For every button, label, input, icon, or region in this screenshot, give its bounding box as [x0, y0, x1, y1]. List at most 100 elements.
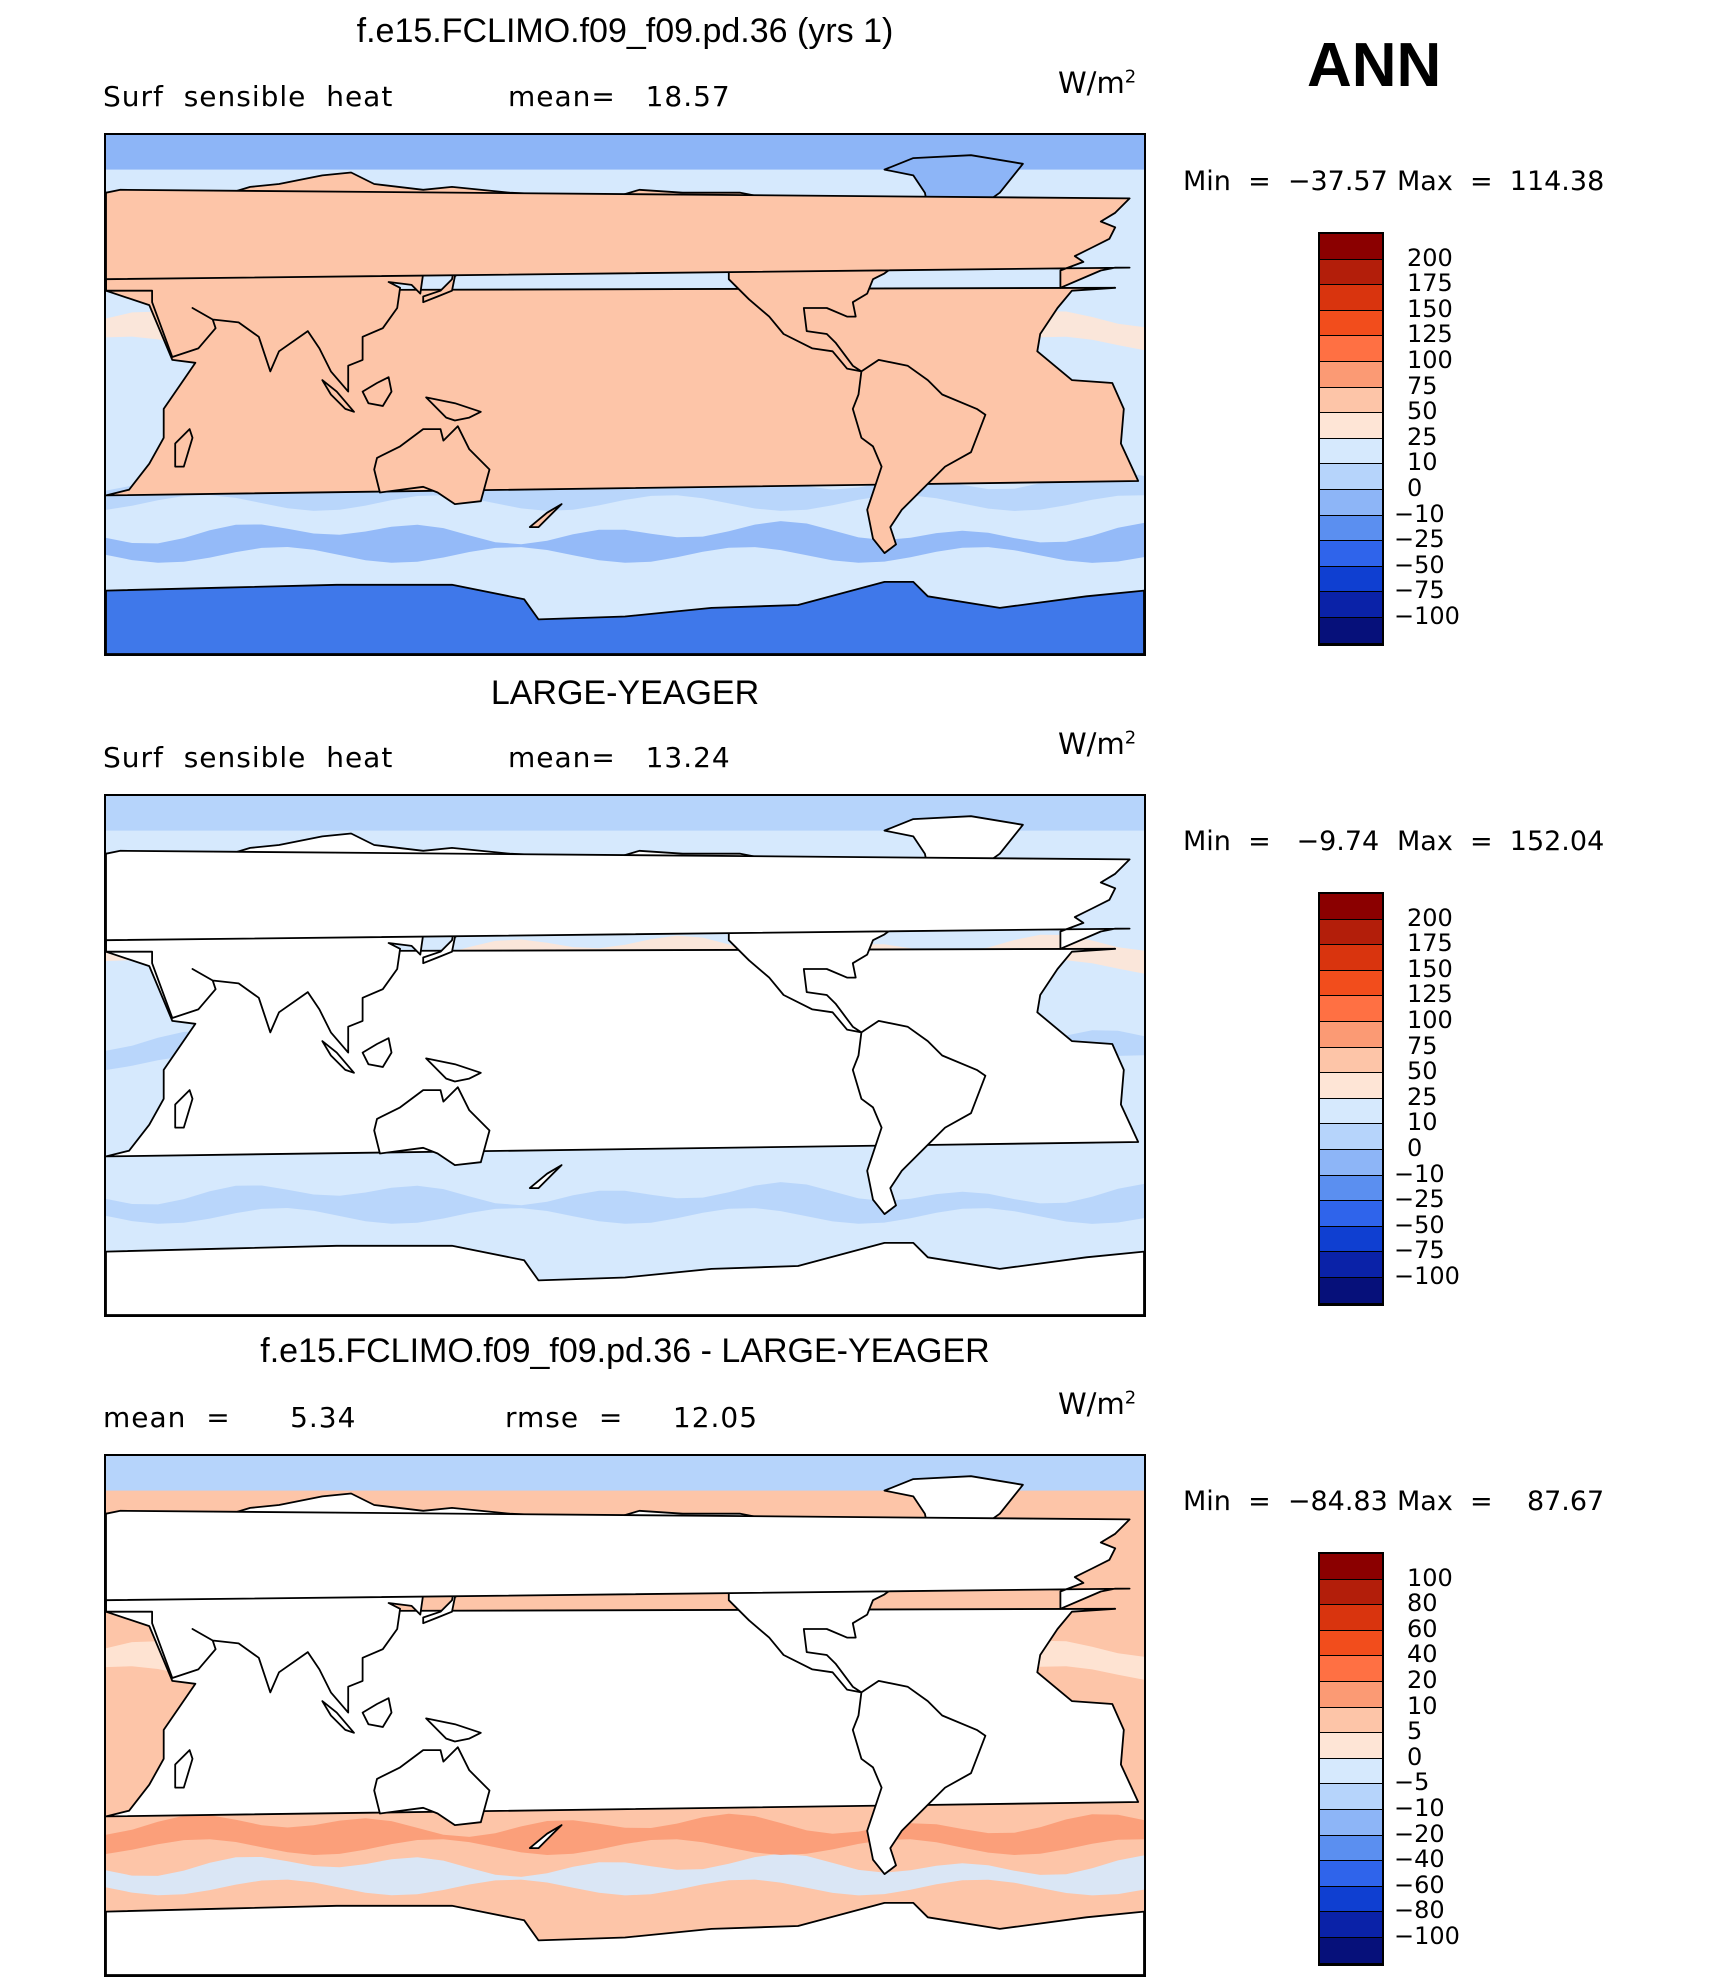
land-australia [373, 425, 491, 505]
colorbar-swatch [1320, 362, 1382, 388]
panel-left-text: mean = 5.34 [103, 1401, 357, 1434]
map-panel [104, 1454, 1146, 1977]
land-borneo [361, 376, 393, 407]
colorbar-swatch [1320, 1758, 1382, 1785]
colorbar-tick-label: 175 [1407, 929, 1453, 958]
map-svg [106, 1456, 1144, 1975]
colorbar-swatch [1320, 541, 1382, 567]
land-madagascar [174, 428, 194, 468]
panel-center-text: rmse = 12.05 [505, 1401, 759, 1434]
units-exponent: 2 [1124, 66, 1137, 88]
land-samerica [851, 359, 987, 554]
land-madagascar [174, 1089, 194, 1129]
panel-max-text: Max = 87.67 [1397, 1486, 1605, 1517]
colorbar-swatch [1320, 919, 1382, 946]
colorbar-swatch [1320, 1201, 1382, 1227]
land-antarctica [106, 581, 1144, 654]
colorbar-tick-label: 60 [1407, 1614, 1438, 1643]
units-base: W/m [1058, 66, 1125, 100]
panel-min-text: Min = −37.57 [1183, 166, 1388, 197]
colorbar-tick-label: −10 [1394, 1794, 1445, 1822]
colorbar-tick-label: −40 [1394, 1845, 1445, 1874]
colorbar-swatch [1320, 1630, 1382, 1657]
colorbar-swatch [1320, 1656, 1382, 1682]
colorbar-swatch [1320, 1554, 1382, 1580]
panel-max-text: Max = 152.04 [1397, 826, 1605, 857]
colorbar-swatch [1320, 1835, 1382, 1862]
colorbar-swatch [1320, 1047, 1382, 1074]
colorbar-swatch [1320, 1073, 1382, 1099]
colorbar-swatch [1320, 336, 1382, 362]
colorbar-swatch [1320, 1605, 1382, 1631]
colorbar-tick-label: −100 [1394, 1262, 1460, 1290]
colorbar-tick-label: −25 [1394, 1185, 1445, 1214]
field-band [106, 1853, 1144, 1896]
colorbar-swatch [1320, 1912, 1382, 1938]
land-newzealand [528, 503, 563, 528]
land-australia [373, 1086, 491, 1166]
colorbar [1318, 232, 1384, 646]
colorbar-swatch [1320, 285, 1382, 311]
colorbar-tick-label: 75 [1407, 1031, 1438, 1060]
colorbar-swatch [1320, 945, 1382, 971]
colorbar-tick-label: 100 [1407, 346, 1453, 374]
colorbar-swatch [1320, 894, 1382, 920]
land-sumatra [321, 379, 355, 413]
colorbar [1318, 892, 1384, 1306]
colorbar-tick-label: 0 [1407, 474, 1423, 502]
colorbar-swatch [1320, 413, 1382, 439]
colorbar-swatch [1320, 618, 1382, 644]
colorbar-swatch [1320, 1784, 1382, 1810]
colorbar-tick-label: 80 [1407, 1589, 1438, 1618]
colorbar-tick-label: 200 [1407, 903, 1453, 932]
field-band [106, 1813, 1144, 1855]
units-base: W/m [1058, 1387, 1125, 1421]
colorbar-tick-label: 0 [1407, 1742, 1423, 1771]
panel-max-text: Max = 114.38 [1397, 166, 1605, 197]
land-madagascar [174, 1749, 194, 1789]
colorbar-swatch [1320, 464, 1382, 490]
colorbar-swatch [1320, 1124, 1382, 1150]
panel-left-text: Surf sensible heat [103, 741, 394, 774]
colorbar-swatch [1320, 1886, 1382, 1913]
panel-units: W/m2 [1058, 66, 1136, 100]
panel-units: W/m2 [1058, 1387, 1136, 1421]
map-svg [106, 796, 1144, 1315]
colorbar-tick-label: −100 [1394, 602, 1460, 630]
colorbar-tick-label: 0 [1407, 1134, 1423, 1162]
colorbar-swatch [1320, 259, 1382, 286]
colorbar-tick-label: 10 [1407, 1108, 1438, 1137]
land-sumatra [321, 1040, 355, 1074]
colorbar-tick-label: −10 [1394, 1159, 1445, 1188]
units-exponent: 2 [1124, 1387, 1137, 1409]
colorbar-swatch [1320, 438, 1382, 465]
colorbar-swatch [1320, 1733, 1382, 1759]
colorbar-tick-label: −100 [1394, 1922, 1460, 1950]
panel-title: f.e15.FCLIMO.f09_f09.pd.36 (yrs 1) [356, 12, 894, 50]
colorbar-tick-label: −80 [1394, 1896, 1445, 1925]
colorbar-swatch [1320, 1810, 1382, 1836]
colorbar-tick-label: 20 [1407, 1666, 1438, 1694]
colorbar-swatch [1320, 310, 1382, 337]
land-samerica [851, 1680, 987, 1875]
colorbar-tick-label: −60 [1394, 1870, 1445, 1899]
colorbar-tick-label: 100 [1407, 1006, 1453, 1034]
land-newzealand [528, 1164, 563, 1189]
colorbar-swatch [1320, 1022, 1382, 1048]
panel-left-text: Surf sensible heat [103, 80, 394, 113]
colorbar-tick-label: 175 [1407, 269, 1453, 298]
colorbar-tick-label: −20 [1394, 1819, 1445, 1848]
colorbar-tick-label: −5 [1394, 1768, 1430, 1797]
colorbar-swatch [1320, 1150, 1382, 1176]
colorbar-swatch [1320, 1278, 1382, 1304]
colorbar-swatch [1320, 1682, 1382, 1708]
units-exponent: 2 [1124, 727, 1137, 749]
land-sumatra [321, 1700, 355, 1734]
colorbar-tick-label: 125 [1407, 320, 1453, 349]
colorbar-tick-label: 10 [1407, 1691, 1438, 1720]
panel-units: W/m2 [1058, 727, 1136, 761]
land-antarctica [106, 1902, 1144, 1975]
colorbar-tick-label: −25 [1394, 525, 1445, 554]
colorbar [1318, 1552, 1384, 1966]
colorbar-swatch [1320, 1579, 1382, 1606]
